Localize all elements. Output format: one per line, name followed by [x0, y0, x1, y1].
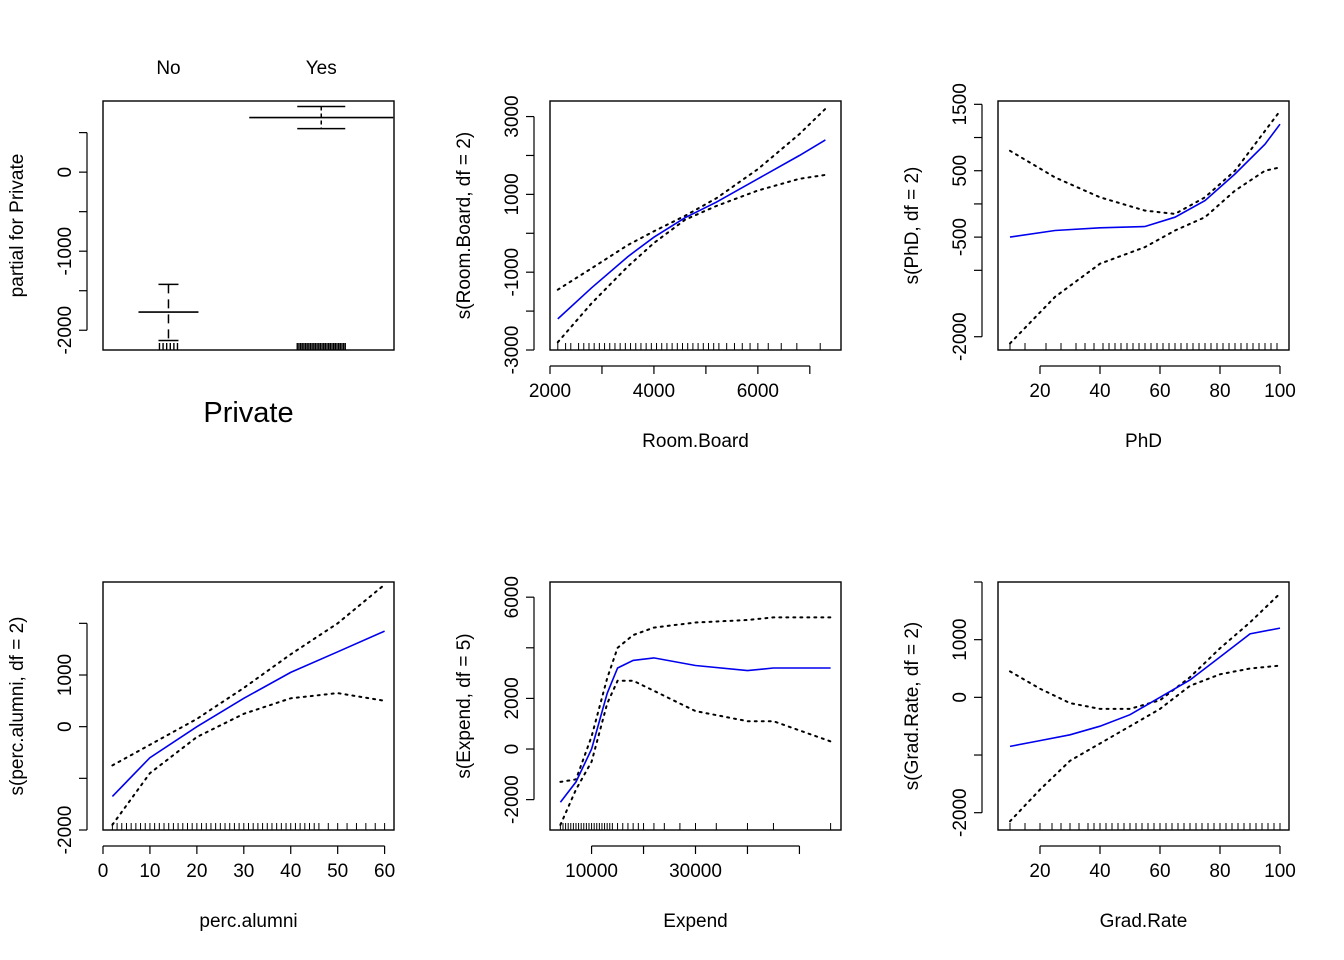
upper-band-line	[111, 583, 386, 767]
panel-private: -2000 -1000 0 partial for Private No Yes Priva…	[7, 58, 395, 429]
plot-frame	[549, 581, 842, 831]
panel-room_board: -3000 -1000 1000 3000 s(Room.Board, df = 2) 2…	[454, 95, 842, 452]
x-axis-label: Grad.Rate	[1100, 911, 1188, 932]
y-tick-label: -1000	[502, 248, 523, 297]
x-tick-label: 0	[98, 861, 109, 882]
lower-band-line	[559, 679, 832, 826]
x-tick-label: 20	[1029, 381, 1050, 402]
y-axis-label: partial for Private	[7, 154, 28, 298]
x-tick-label: 80	[1209, 381, 1230, 402]
category-label: Yes	[306, 58, 337, 79]
y-tick-label: 500	[950, 155, 971, 187]
upper-band-line	[1009, 110, 1281, 215]
x-axis-label: Expend	[663, 911, 727, 932]
x-tick-label: 10	[139, 861, 160, 882]
lower-band-line	[1009, 166, 1281, 345]
y-axis-label: s(Room.Board, df = 2)	[454, 132, 475, 319]
y-tick-label: -3000	[502, 326, 523, 375]
lower-band-line	[111, 692, 386, 826]
y-tick-label: 1000	[950, 619, 971, 661]
y-tick-label: -2000	[502, 775, 523, 824]
y-tick-label: 2000	[502, 677, 523, 719]
y-tick-label: 0	[502, 744, 523, 755]
y-tick-label: -500	[950, 218, 971, 256]
y-axis-label: s(perc.alumni, df = 2)	[7, 617, 28, 796]
panel-perc_alumni: -2000 0 1000 s(perc.alumni, df = 2) 0 10 20 30 4…	[7, 581, 395, 932]
x-tick-label: 50	[327, 861, 348, 882]
y-axis-label: s(Expend, df = 5)	[454, 633, 475, 778]
x-tick-label: 100	[1264, 861, 1296, 882]
x-axis-label: perc.alumni	[199, 911, 297, 932]
y-tick-label: 1000	[502, 173, 523, 215]
x-axis-label: Private	[203, 397, 293, 429]
x-axis-label: PhD	[1125, 431, 1162, 452]
y-tick-label: 6000	[502, 576, 523, 618]
x-tick-label: 10000	[565, 861, 618, 882]
fit-line	[111, 630, 385, 797]
x-tick-label: 100	[1264, 381, 1296, 402]
lower-band-line	[1009, 664, 1281, 823]
y-tick-label: 0	[55, 721, 76, 732]
x-tick-label: 20	[1029, 861, 1050, 882]
x-axis-label: Room.Board	[642, 431, 749, 452]
x-tick-label: 40	[1089, 861, 1110, 882]
plot-frame	[997, 581, 1290, 831]
x-tick-label: 2000	[529, 381, 571, 402]
panel-phd: -2000 -500 500 1500 s(PhD, df = 2) 20 40 60 80 10…	[902, 83, 1296, 452]
y-tick-label: 0	[950, 692, 971, 703]
fit-line	[559, 657, 831, 803]
x-tick-label: 20	[186, 861, 207, 882]
y-axis-label: s(Grad.Rate, df = 2)	[902, 622, 923, 790]
plot-frame	[102, 581, 395, 831]
x-tick-label: 60	[1149, 861, 1170, 882]
lower-band-line	[556, 173, 827, 344]
plot-frame	[997, 100, 1290, 351]
y-tick-label: -2000	[55, 806, 76, 855]
y-tick-label: 0	[55, 167, 76, 178]
y-axis-label: s(PhD, df = 2)	[902, 167, 923, 285]
fit-line	[557, 139, 826, 320]
y-tick-label: 3000	[502, 95, 523, 137]
upper-band-line	[1009, 592, 1281, 710]
x-tick-label: 6000	[737, 381, 779, 402]
category-label: No	[156, 58, 180, 79]
x-tick-label: 40	[280, 861, 301, 882]
x-tick-label: 60	[374, 861, 395, 882]
upper-band-line	[559, 616, 832, 783]
plot-frame	[549, 100, 842, 351]
x-tick-label: 60	[1149, 381, 1170, 402]
y-tick-label: -2000	[55, 306, 76, 355]
upper-band-line	[556, 107, 827, 291]
y-tick-label: -2000	[950, 312, 971, 361]
y-tick-label: -1000	[55, 227, 76, 276]
x-tick-label: 80	[1209, 861, 1230, 882]
y-tick-label: 1000	[55, 654, 76, 696]
fit-line	[1009, 123, 1281, 238]
fit-line	[1009, 627, 1281, 748]
x-tick-label: 40	[1089, 381, 1110, 402]
panel-grad_rate: -2000 0 1000 s(Grad.Rate, df = 2) 20 40 60 80 10…	[902, 581, 1296, 932]
y-tick-label: 1500	[950, 83, 971, 125]
panel-expend: -2000 0 2000 6000 s(Expend, df = 5) 10000 3000…	[454, 576, 842, 932]
x-tick-label: 30000	[669, 861, 722, 882]
y-tick-label: -2000	[950, 788, 971, 837]
x-tick-label: 30	[233, 861, 254, 882]
x-tick-label: 4000	[633, 381, 675, 402]
plot-frame	[102, 100, 395, 351]
